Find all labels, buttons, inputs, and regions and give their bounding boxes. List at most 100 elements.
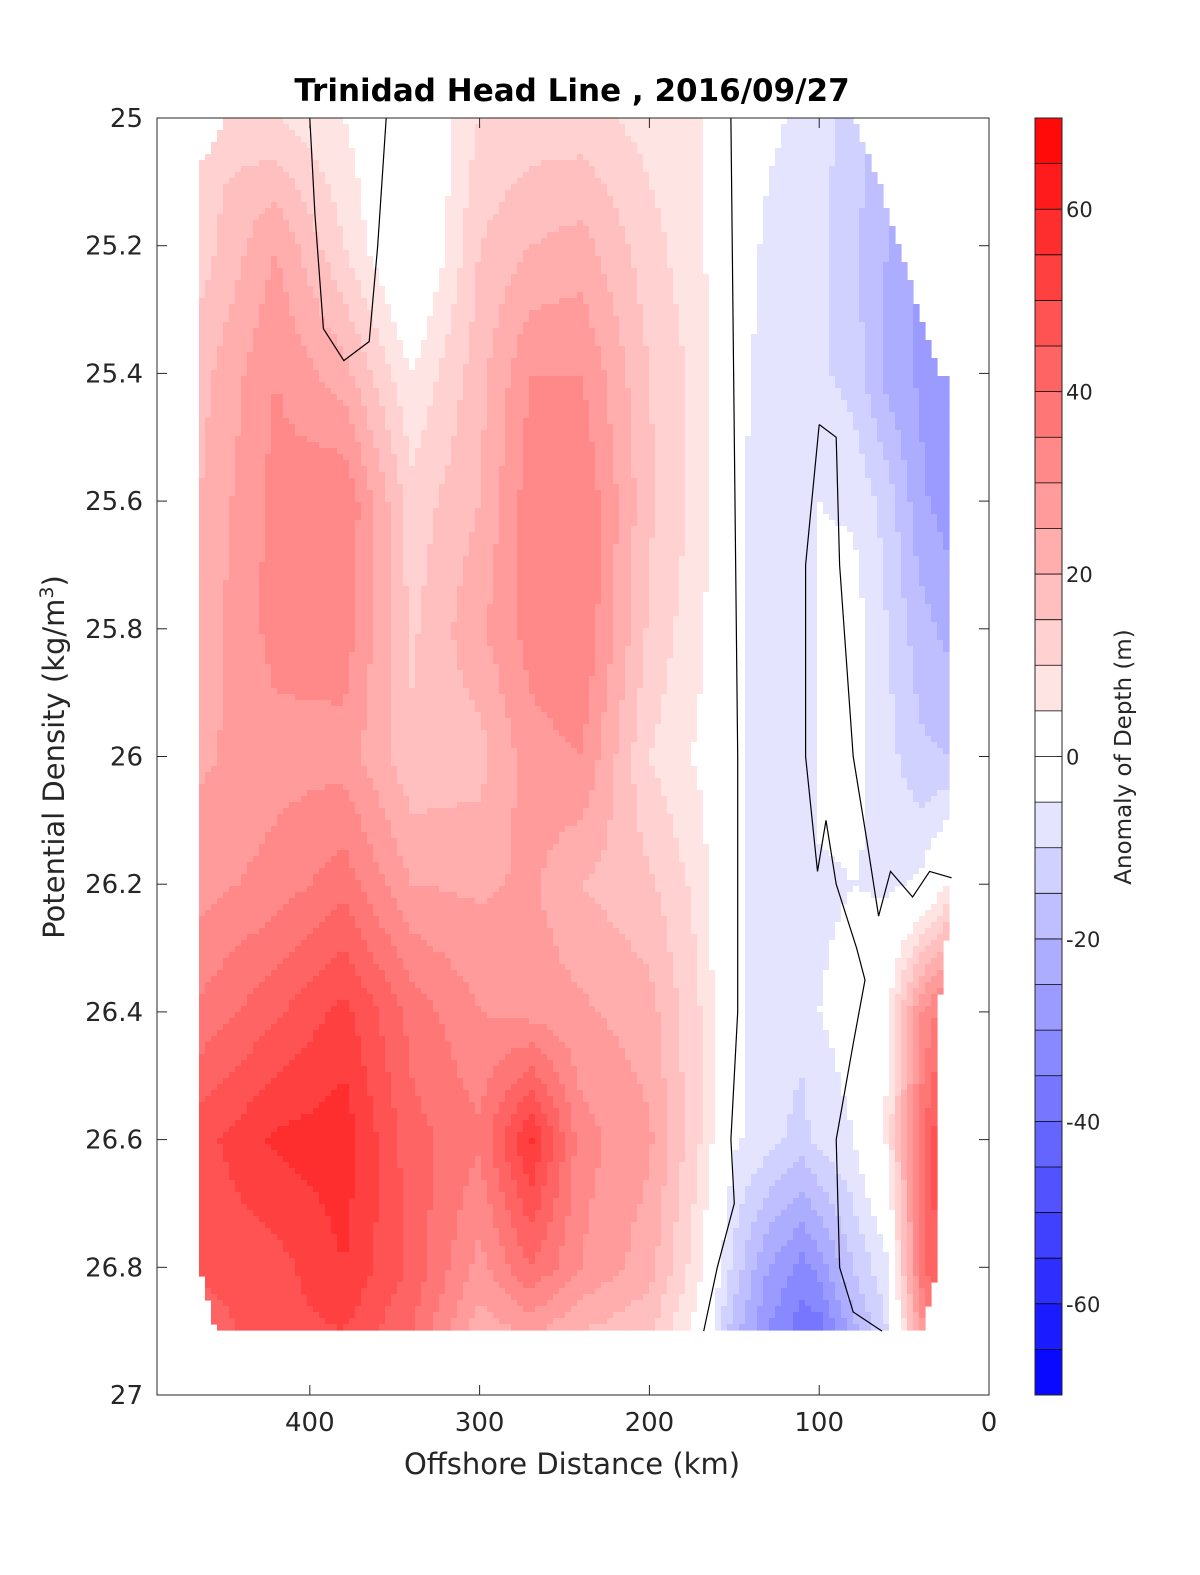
field-cell — [469, 148, 476, 155]
field-cell — [343, 286, 350, 293]
field-cell — [283, 322, 290, 329]
field-cell — [631, 220, 638, 227]
field-cell — [235, 256, 242, 263]
field-cell — [421, 136, 428, 143]
field-cell — [889, 262, 896, 269]
field-cell — [493, 292, 500, 299]
field-cell — [433, 232, 440, 239]
field-cell — [757, 280, 764, 287]
field-cell — [523, 178, 530, 185]
field-cell — [469, 304, 476, 311]
field-cell — [265, 268, 272, 275]
field-cell — [649, 316, 656, 323]
field-cell — [445, 298, 452, 305]
field-cell — [499, 322, 506, 329]
field-cell — [229, 238, 236, 245]
field-cell — [541, 358, 548, 365]
field-cell — [223, 160, 230, 167]
field-cell — [505, 256, 512, 263]
field-cell — [217, 130, 224, 137]
field-cell — [649, 280, 656, 287]
field-cell — [751, 346, 758, 353]
field-cell — [475, 310, 482, 317]
field-cell — [817, 262, 824, 269]
field-cell — [793, 286, 800, 293]
field-cell — [445, 316, 452, 323]
field-cell — [433, 340, 440, 347]
field-cell — [217, 292, 224, 299]
field-cell — [769, 196, 776, 203]
field-cell — [595, 148, 602, 155]
field-cell — [805, 220, 812, 227]
field-cell — [457, 334, 464, 341]
field-cell — [325, 292, 332, 299]
field-cell — [601, 118, 608, 125]
field-cell — [289, 268, 296, 275]
field-cell — [541, 196, 548, 203]
field-cell — [481, 298, 488, 305]
field-cell — [625, 172, 632, 179]
field-cell — [205, 184, 212, 191]
field-cell — [595, 184, 602, 191]
field-cell — [565, 202, 572, 209]
field-cell — [775, 358, 782, 365]
field-cell — [589, 358, 596, 365]
field-cell — [373, 118, 380, 125]
field-cell — [517, 262, 524, 269]
field-cell — [433, 364, 440, 371]
field-cell — [289, 322, 296, 329]
field-cell — [487, 274, 494, 281]
field-cell — [397, 124, 404, 131]
field-cell — [325, 358, 332, 365]
field-cell — [775, 250, 782, 257]
field-cell — [301, 256, 308, 263]
field-cell — [289, 220, 296, 227]
field-cell — [535, 346, 542, 353]
field-cell — [553, 118, 560, 125]
field-cell — [787, 328, 794, 335]
field-cell — [529, 214, 536, 221]
field-cell — [775, 364, 782, 371]
field-cell — [613, 238, 620, 245]
field-cell — [211, 178, 218, 185]
field-cell — [709, 124, 716, 131]
field-cell — [451, 136, 458, 143]
field-cell — [349, 220, 356, 227]
field-cell — [829, 334, 836, 341]
field-cell — [391, 334, 398, 341]
field-cell — [331, 118, 338, 125]
field-cell — [703, 274, 710, 281]
field-cell — [637, 226, 644, 233]
field-cell — [655, 340, 662, 347]
field-cell — [565, 148, 572, 155]
field-cell — [763, 238, 770, 245]
field-cell — [667, 130, 674, 137]
field-cell — [679, 202, 686, 209]
field-cell — [427, 316, 434, 323]
field-cell — [553, 124, 560, 131]
field-cell — [241, 136, 248, 143]
field-cell — [301, 310, 308, 317]
field-cell — [661, 346, 668, 353]
field-cell — [253, 196, 260, 203]
field-cell — [823, 154, 830, 161]
field-cell — [799, 166, 806, 173]
field-cell — [523, 304, 530, 311]
field-cell — [259, 310, 266, 317]
field-cell — [859, 298, 866, 305]
field-cell — [235, 364, 242, 371]
field-cell — [703, 370, 710, 377]
field-cell — [889, 340, 896, 347]
field-cell — [841, 250, 848, 257]
field-cell — [331, 256, 338, 263]
field-cell — [421, 184, 428, 191]
field-cell — [487, 256, 494, 263]
field-cell — [307, 208, 314, 215]
field-cell — [463, 292, 470, 299]
field-cell — [595, 316, 602, 323]
field-cell — [547, 346, 554, 353]
field-cell — [865, 322, 872, 329]
field-cell — [865, 208, 872, 215]
field-cell — [313, 136, 320, 143]
field-cell — [829, 214, 836, 221]
